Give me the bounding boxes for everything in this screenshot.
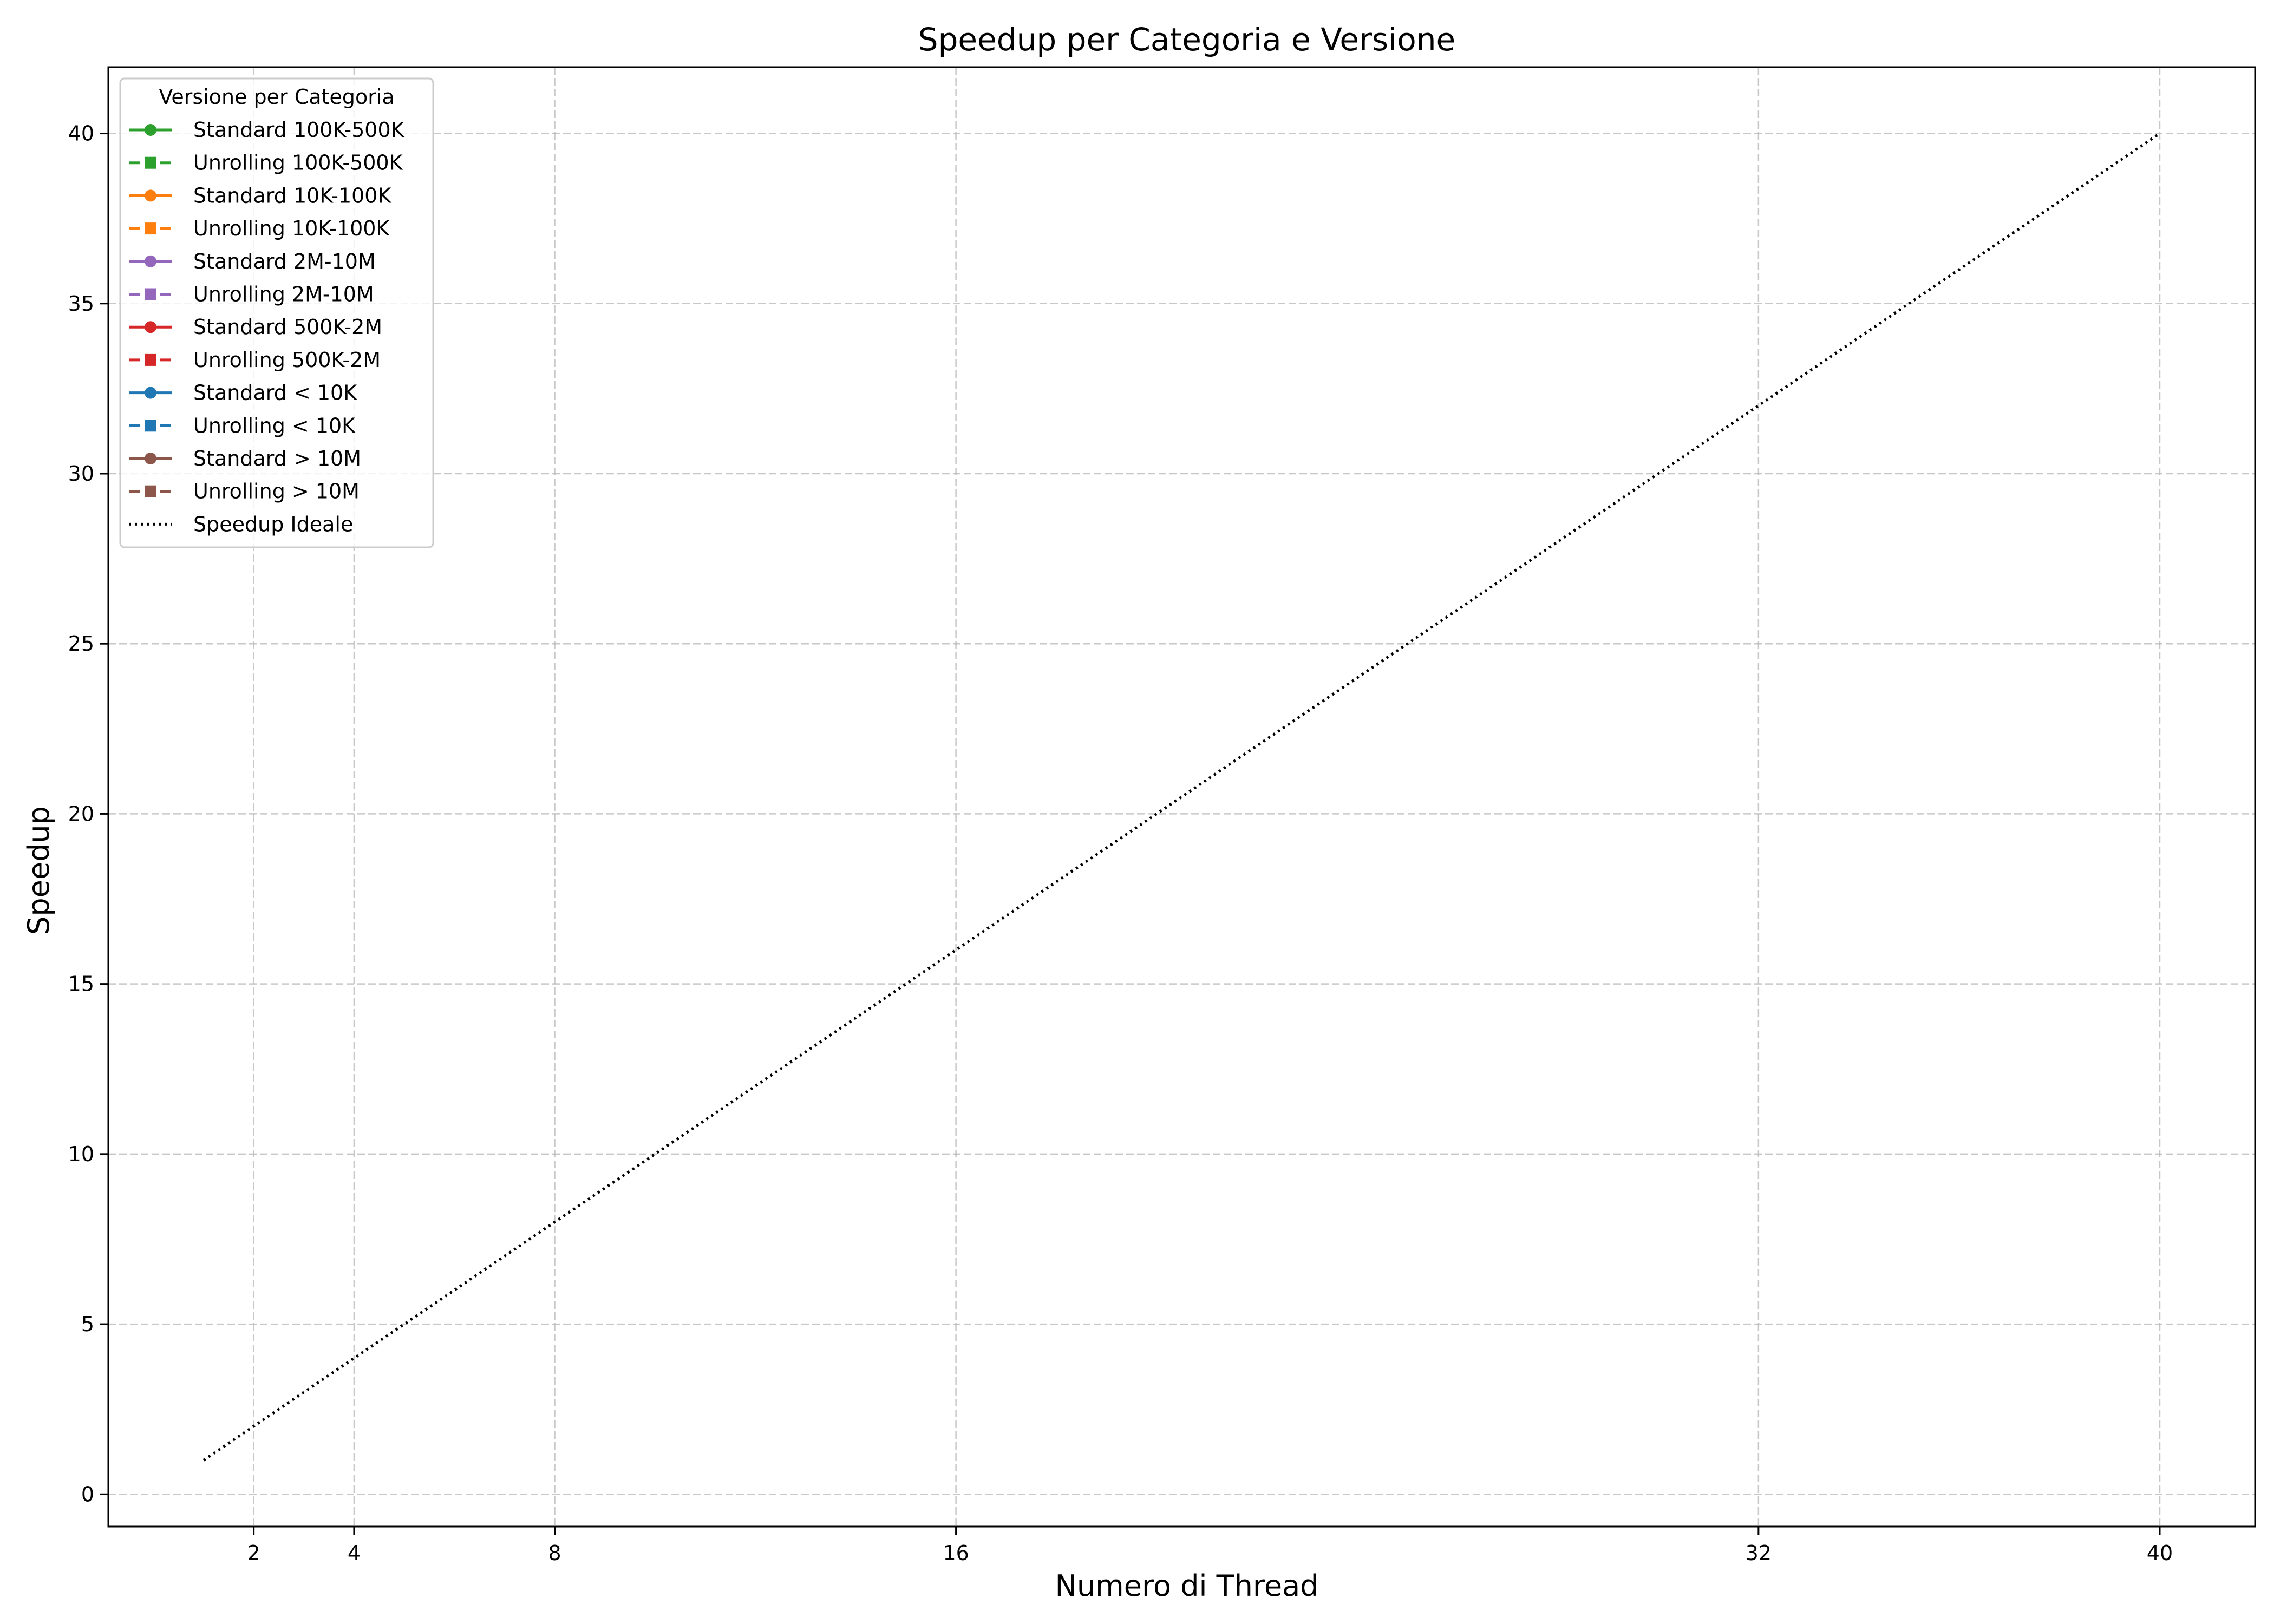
legend-circle-marker <box>145 189 156 202</box>
legend-circle-marker <box>145 321 156 333</box>
legend-label: Standard > 10M <box>193 447 361 470</box>
y-tick-label: 40 <box>68 122 94 146</box>
x-tick-label: 40 <box>2147 1541 2173 1565</box>
legend-square-marker <box>145 288 156 300</box>
legend-label: Unrolling 10K-100K <box>193 217 390 240</box>
legend-title: Versione per Categoria <box>159 85 394 109</box>
y-tick-label: 20 <box>68 802 94 826</box>
x-tick-label: 32 <box>1746 1541 1772 1565</box>
axis-ticks: 2 4 8 16 32 40 0 5 10 15 20 25 30 35 40 <box>68 122 2173 1565</box>
legend-square-marker <box>145 222 156 235</box>
x-tick-label: 4 <box>348 1541 361 1565</box>
legend-entries: Standard 100K-500K Unrolling 100K-500K Sta… <box>129 118 405 536</box>
legend-square-marker <box>145 485 156 497</box>
x-axis-label: Numero di Thread <box>1055 1569 1319 1603</box>
y-tick-label: 0 <box>81 1482 94 1506</box>
legend-label: Unrolling 2M-10M <box>193 283 374 306</box>
x-tick-label: 2 <box>247 1541 260 1565</box>
legend-entry: Standard 500K-2M <box>129 315 382 339</box>
legend-circle-marker <box>145 453 156 464</box>
legend-entry: Standard 100K-500K <box>129 118 405 142</box>
y-axis-label: Speedup <box>22 806 56 935</box>
y-tick-label: 30 <box>68 462 94 486</box>
grid <box>108 67 2255 1527</box>
legend-entry: Unrolling 100K-500K <box>129 151 403 175</box>
legend-label: Standard 500K-2M <box>193 315 382 339</box>
y-tick-label: 10 <box>68 1142 94 1166</box>
legend-label: Speedup Ideale <box>193 512 353 536</box>
legend-label: Unrolling < 10K <box>193 414 356 437</box>
legend-entry: Unrolling < 10K <box>129 414 356 437</box>
chart-title: Speedup per Categoria e Versione <box>918 21 1455 58</box>
plot-frame <box>107 66 2256 1528</box>
legend-entry: Unrolling 500K-2M <box>129 348 381 372</box>
y-tick-label: 25 <box>68 632 94 656</box>
legend-entry: Standard 10K-100K <box>129 184 391 207</box>
legend-label: Standard < 10K <box>193 381 357 405</box>
legend-label: Unrolling > 10M <box>193 480 360 503</box>
legend-entry: Speedup Ideale <box>129 512 353 536</box>
y-tick-label: 35 <box>68 292 94 316</box>
legend-entry: Unrolling > 10M <box>129 480 360 503</box>
legend-circle-marker <box>145 387 156 399</box>
legend-label: Unrolling 500K-2M <box>193 348 381 372</box>
y-tick-label: 5 <box>81 1312 94 1336</box>
legend-entry: Standard < 10K <box>129 381 357 405</box>
x-tick-label: 16 <box>943 1541 969 1565</box>
legend-square-marker <box>145 420 156 432</box>
legend-square-marker <box>145 156 156 169</box>
legend-entry: Standard 2M-10M <box>129 250 376 273</box>
legend-label: Standard 10K-100K <box>193 184 391 207</box>
legend-circle-marker <box>145 255 156 267</box>
legend-label: Standard 100K-500K <box>193 118 405 142</box>
legend-circle-marker <box>145 124 156 136</box>
series-lines <box>202 132 2161 1462</box>
legend-entry: Unrolling 2M-10M <box>129 283 374 306</box>
series-line-ideal-speedup <box>202 132 2161 1462</box>
legend-label: Standard 2M-10M <box>193 250 376 273</box>
y-tick-label: 15 <box>68 972 94 996</box>
legend-square-marker <box>145 353 156 366</box>
legend-label: Unrolling 100K-500K <box>193 151 403 175</box>
x-tick-label: 8 <box>548 1541 561 1565</box>
legend-entry: Standard > 10M <box>129 447 361 470</box>
legend: Versione per Categoria Standard 100K-500… <box>119 77 434 548</box>
legend-entry: Unrolling 10K-100K <box>129 217 390 240</box>
legend-box <box>119 77 434 548</box>
